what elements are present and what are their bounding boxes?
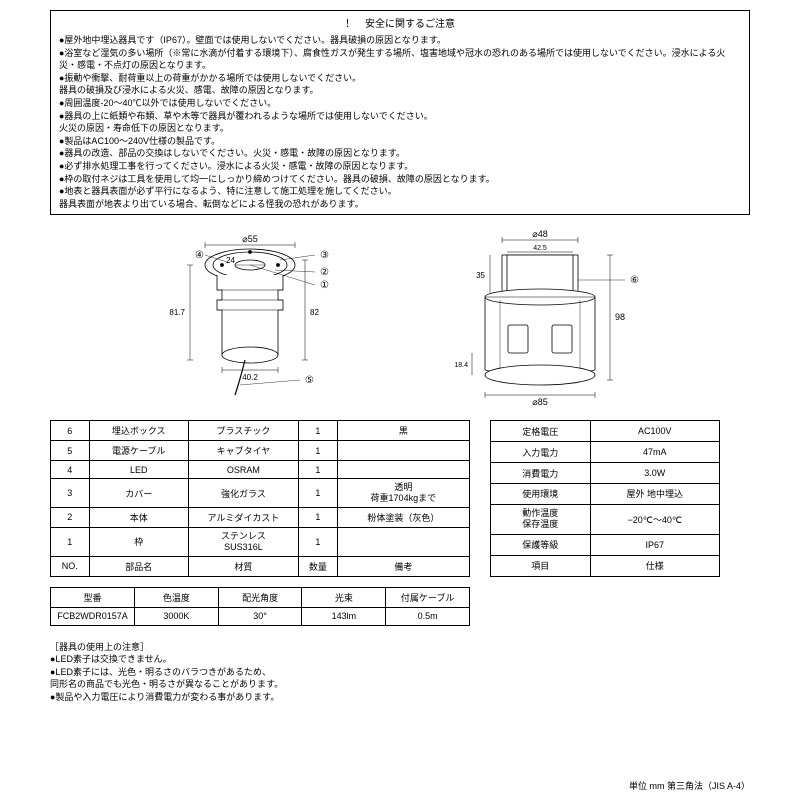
svg-text:98: 98 [615, 312, 625, 322]
table-header-row: 項目 仕様 [491, 555, 720, 576]
table-header-row: NO. 部品名 材質 数量 備考 [51, 556, 470, 576]
safety-list: ●屋外地中埋込器具です（IP67）。壁面では使用しないでください。器具破損の原因… [59, 34, 741, 210]
safety-item: ●枠の取付ネジは工具を使用して均一にしっかり締めつけてください。器具の破損、故障… [59, 173, 741, 186]
safety-item: ●周囲温度-20〜40℃以外では使用しないでください。 [59, 97, 741, 110]
svg-text:81.7: 81.7 [169, 308, 185, 317]
svg-text:⌀48: ⌀48 [532, 230, 547, 239]
safety-item: ●製品はAC100〜240V仕様の製品です。 [59, 135, 741, 148]
table-row: 使用環境 屋外 地中埋込 [491, 483, 720, 504]
svg-text:42.5: 42.5 [533, 245, 547, 252]
notes-item: ●製品や入力電圧により消費電力が変わる事があります。 [50, 691, 750, 704]
svg-text:35: 35 [476, 271, 485, 280]
notes-item: ●LED素子は交換できません。 [50, 653, 750, 666]
table-row: FCB2WDR0157A 3000K 30° 143lm 0.5m [51, 607, 470, 625]
safety-title: ！ 安全に関するご注意 [59, 15, 741, 30]
table-row: 消費電力 3.0W [491, 463, 720, 484]
safety-warning-box: ！ 安全に関するご注意 ●屋外地中埋込器具です（IP67）。壁面では使用しないで… [50, 10, 750, 215]
svg-text:④: ④ [195, 250, 204, 261]
svg-text:⑥: ⑥ [630, 275, 639, 286]
safety-item: ●屋外地中埋込器具です（IP67）。壁面では使用しないでください。器具破損の原因… [59, 34, 741, 47]
svg-text:⑤: ⑤ [305, 375, 314, 386]
table-row: 2 本体 アルミダイカスト 1 粉体塗装（灰色） [51, 507, 470, 527]
table-row: 動作温度 保存温度 −20℃〜40℃ [491, 504, 720, 534]
svg-text:①: ① [320, 280, 329, 291]
footer-note: 単位 mm 第三角法（JIS A-4） [629, 779, 750, 792]
table-row: 5 電源ケーブル キャブタイヤ 1 [51, 441, 470, 461]
table-row: 保護等級 IP67 [491, 534, 720, 555]
safety-item: ●器具の上に紙類や布類、草や木等で器具が覆われるような場所では使用しないでくださ… [59, 110, 741, 135]
spec-table: 定格電圧 AC100V 入力電力 47mA 消費電力 3.0W 使用環境 屋外 … [490, 420, 720, 576]
table-row: 3 カバー 強化ガラス 1 透明 荷重1704kgまで [51, 479, 470, 508]
safety-item: ●振動や衝撃、耐荷重以上の荷重がかかる場所では使用しないでください。 器具の破損… [59, 72, 741, 97]
safety-item: ●必ず排水処理工事を行ってください。浸水による火災・感電・故障の原因となります。 [59, 160, 741, 173]
usage-notes: ［器具の使用上の注意］ ●LED素子は交換できません。 ●LED素子には、光色・… [50, 641, 750, 704]
notes-item: ●LED素子には、光色・明るさのバラつきがあるため、 同形名の商品でも光色・明る… [50, 666, 750, 691]
table-row: 4 LED OSRAM 1 [51, 461, 470, 479]
svg-text:82: 82 [310, 308, 319, 317]
fixture-diagram-left: ⌀55 24 40.2 [150, 230, 370, 405]
fixture-diagram-right: ⌀48 42.5 35 98 [430, 230, 650, 405]
svg-text:40.2: 40.2 [242, 373, 258, 382]
notes-title: ［器具の使用上の注意］ [50, 641, 750, 654]
table-row: 入力電力 47mA [491, 442, 720, 463]
safety-item: ●器具の改造、部品の交換はしないでください。火災・感電・故障の原因となります。 [59, 147, 741, 160]
table-header-row: 型番 色温度 配光角度 光束 付属ケーブル [51, 587, 470, 607]
table-row: 6 埋込ボックス プラスチック 1 黒 [51, 421, 470, 441]
safety-item: ●浴室など湿気の多い場所（※常に水滴が付着する環境下）、腐食性ガスが発生する場所… [59, 47, 741, 72]
tables-row: 6 埋込ボックス プラスチック 1 黒 5 電源ケーブル キャブタイヤ 1 4 … [50, 420, 750, 576]
diagrams-row: ⌀55 24 40.2 [50, 230, 750, 405]
svg-text:24: 24 [226, 256, 235, 265]
table-row: 定格電圧 AC100V [491, 421, 720, 442]
model-table: 型番 色温度 配光角度 光束 付属ケーブル FCB2WDR0157A 3000K… [50, 587, 470, 626]
svg-text:⌀85: ⌀85 [532, 397, 547, 405]
safety-item: ●地表と器具表面が必ず平行になるよう、特に注意して施工処理を施してください。 器… [59, 185, 741, 210]
table-row: 1 枠 ステンレス SUS316L 1 [51, 527, 470, 556]
parts-table: 6 埋込ボックス プラスチック 1 黒 5 電源ケーブル キャブタイヤ 1 4 … [50, 420, 470, 576]
svg-text:②: ② [320, 267, 329, 278]
svg-text:⌀55: ⌀55 [242, 234, 257, 244]
svg-text:18.4: 18.4 [454, 362, 468, 369]
svg-text:③: ③ [320, 250, 329, 261]
